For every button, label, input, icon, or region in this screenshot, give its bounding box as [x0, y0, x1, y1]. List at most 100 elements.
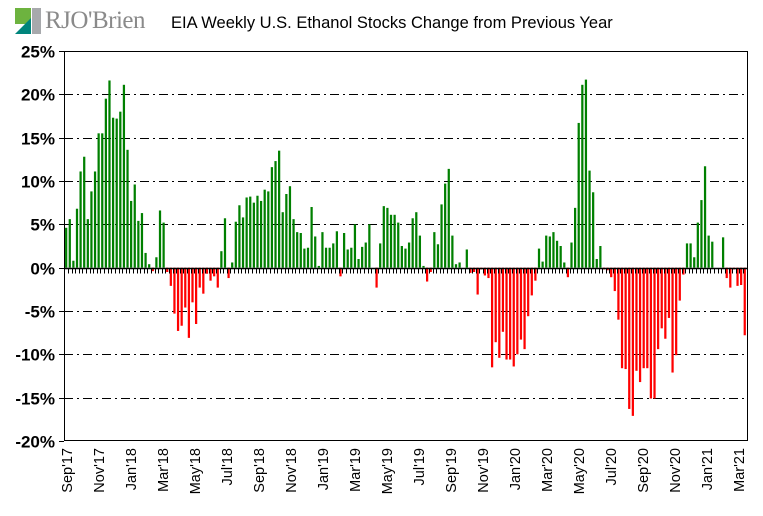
bar — [646, 267, 649, 369]
bar — [137, 220, 140, 268]
bar — [90, 191, 93, 268]
bar — [505, 267, 508, 360]
bar — [422, 265, 425, 268]
bar — [696, 222, 699, 268]
x-tick-label: Jan'21 — [700, 448, 716, 490]
bar — [642, 267, 645, 369]
bar — [97, 133, 100, 268]
bar — [736, 267, 739, 286]
bar — [581, 84, 584, 268]
bar — [530, 267, 533, 296]
bar — [155, 257, 158, 268]
bar — [660, 267, 663, 329]
bar — [555, 240, 559, 268]
bar — [357, 259, 360, 268]
x-tick-label: Nov'18 — [284, 448, 300, 493]
bar — [126, 149, 129, 268]
bar — [133, 184, 136, 268]
bar — [213, 267, 216, 277]
bar — [411, 218, 414, 268]
bar — [433, 232, 436, 268]
bar — [202, 267, 205, 294]
bar — [700, 200, 703, 268]
bar — [584, 79, 588, 268]
bar — [389, 214, 393, 268]
bar — [537, 248, 541, 268]
bar — [234, 221, 237, 268]
bar — [653, 267, 656, 399]
x-tick-label: Jan'20 — [508, 448, 524, 490]
bar — [184, 267, 187, 308]
bar — [552, 232, 555, 268]
bar — [148, 264, 151, 268]
y-tick-label: 10% — [21, 173, 55, 192]
bar — [509, 267, 512, 360]
bar — [350, 247, 353, 268]
bar — [382, 206, 385, 268]
bar — [563, 262, 566, 268]
bar — [559, 246, 562, 268]
logo-text: RJO'Brien — [45, 7, 146, 34]
bar — [570, 242, 573, 268]
bar — [68, 219, 71, 268]
bar — [721, 237, 725, 268]
plot-frame — [64, 51, 748, 441]
bar — [288, 186, 292, 268]
chart-title: EIA Weekly U.S. Ethanol Stocks Change fr… — [171, 14, 613, 32]
bar — [194, 267, 198, 324]
bar — [426, 267, 429, 282]
bar — [498, 267, 501, 358]
bar — [393, 214, 396, 268]
x-tick-label: Jan'19 — [316, 448, 332, 490]
bar — [176, 267, 180, 331]
bar — [534, 267, 537, 281]
bar — [256, 195, 259, 268]
bar — [599, 246, 602, 268]
bar — [223, 218, 227, 268]
bar — [216, 267, 219, 288]
x-tick-label: Nov'17 — [92, 448, 108, 493]
bar — [115, 118, 118, 268]
bar — [198, 267, 201, 288]
bar — [259, 200, 263, 268]
bar — [628, 267, 631, 409]
bar — [270, 167, 274, 268]
bar — [613, 267, 616, 292]
bar — [72, 260, 75, 268]
y-tick-label: 0% — [30, 260, 55, 279]
bar — [310, 207, 313, 268]
bar — [494, 267, 497, 343]
bar — [321, 232, 324, 268]
x-tick-label: Jul'18 — [220, 448, 236, 485]
bar — [617, 267, 620, 320]
bar — [361, 246, 364, 268]
bar — [346, 249, 349, 268]
bar — [624, 267, 627, 370]
bar — [595, 259, 598, 268]
bar — [263, 189, 266, 268]
bar — [689, 243, 692, 268]
y-tick-label: 25% — [21, 43, 55, 62]
x-tick-label: Mar'19 — [348, 448, 364, 492]
bar — [285, 194, 288, 268]
bar — [610, 267, 613, 278]
bar — [249, 196, 252, 268]
bar — [620, 267, 624, 369]
bar — [335, 231, 338, 268]
bar — [631, 267, 634, 416]
bar — [339, 267, 342, 277]
bar — [400, 246, 403, 268]
bar — [274, 161, 277, 268]
bar — [140, 213, 144, 268]
bar — [122, 84, 126, 268]
bar — [281, 212, 284, 268]
bar — [678, 267, 681, 301]
bar — [490, 267, 494, 368]
bar — [75, 208, 79, 268]
x-tick-label: Nov'20 — [668, 448, 684, 493]
bar — [93, 171, 97, 268]
bar — [573, 207, 577, 268]
bar — [299, 233, 302, 268]
x-tick-label: May'18 — [188, 448, 204, 494]
